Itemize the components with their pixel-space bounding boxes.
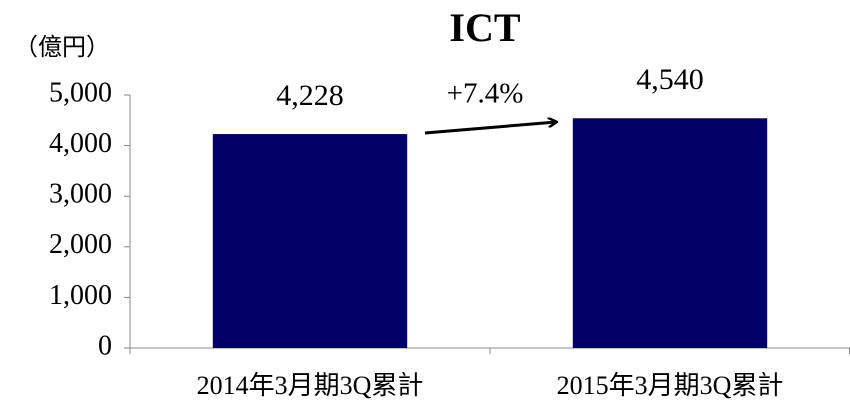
growth-arrow <box>424 122 556 135</box>
value-label: 4,228 <box>276 79 344 112</box>
y-tick-label: 3,000 <box>49 179 112 210</box>
y-unit-label: （億円） <box>14 33 110 61</box>
value-label: 4,540 <box>636 63 704 96</box>
y-tick-label: 1,000 <box>49 280 112 311</box>
y-tick-label: 5,000 <box>49 77 112 108</box>
bar <box>212 134 408 348</box>
annotation: +7.4% <box>447 78 524 110</box>
y-tick-label: 0 <box>98 330 112 361</box>
y-tick-label: 2,000 <box>49 229 112 260</box>
x-tick-label: 2014年3月期3Q累計 <box>197 371 424 400</box>
bar <box>572 118 768 348</box>
chart-title: ICT <box>449 5 520 50</box>
x-tick-label: 2015年3月期3Q累計 <box>557 371 784 400</box>
y-tick-label: 4,000 <box>49 128 112 159</box>
